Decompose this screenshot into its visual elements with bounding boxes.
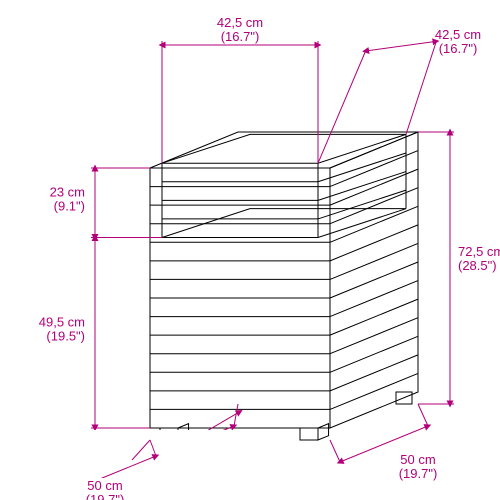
planter-dimension-diagram: 42,5 cm(16.7") 42,5 cm(16.7") 23 cm(9.1") 4… (0, 0, 500, 500)
dim-base-width: 50 cm(19.7") (399, 452, 438, 481)
dim-body-height: 49,5 cm(19.5") (39, 315, 85, 344)
dim-base-depth: 50 cm(19.7") (86, 478, 125, 500)
dim-inset-height: 23 cm(9.1") (50, 185, 85, 214)
dim-top-depth: 42,5 cm(16.7") (435, 27, 481, 56)
dim-top-width: 42,5 cm(16.7") (217, 15, 263, 44)
dim-total-height: 72,5 cm(28.5") (458, 244, 500, 273)
